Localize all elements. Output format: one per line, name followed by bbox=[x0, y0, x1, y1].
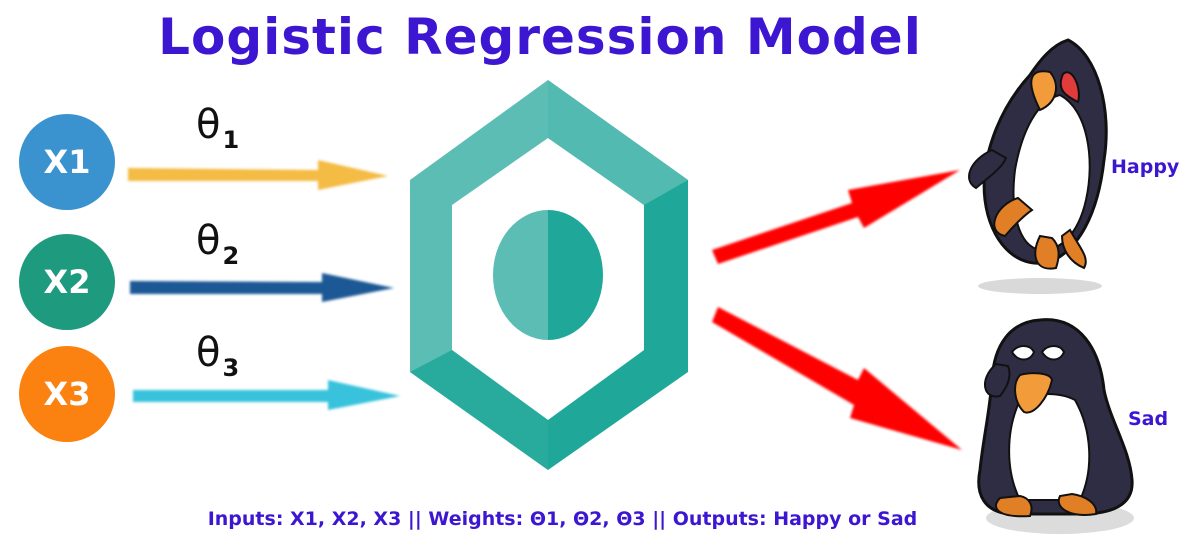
weight-symbol: θ bbox=[196, 102, 221, 148]
output-arrow-sad bbox=[712, 307, 962, 450]
input-node-x1: X1 bbox=[19, 114, 115, 210]
sad-penguin-icon bbox=[977, 318, 1134, 534]
input-node-x3: X3 bbox=[19, 346, 115, 442]
weight-label-2: θ2 bbox=[196, 218, 239, 270]
page-title: Logistic Regression Model bbox=[158, 8, 922, 66]
weight-label-3: θ3 bbox=[196, 330, 239, 382]
weight-subscript: 3 bbox=[222, 354, 240, 382]
weight-symbol: θ bbox=[196, 330, 221, 376]
hexagon-neuron-icon bbox=[410, 80, 688, 470]
weight-subscript: 2 bbox=[222, 242, 240, 270]
input-node-x2: X2 bbox=[19, 234, 115, 330]
output-label-happy: Happy bbox=[1111, 156, 1180, 178]
weight-subscript: 1 bbox=[222, 126, 240, 154]
happy-penguin-icon bbox=[968, 38, 1108, 294]
weight-arrow-3 bbox=[133, 380, 400, 410]
caption: Inputs: X1, X2, X3 || Weights: Θ1, Θ2, Θ… bbox=[207, 508, 918, 530]
weight-symbol: θ bbox=[196, 218, 221, 264]
weight-arrow-1 bbox=[128, 160, 388, 190]
weight-arrow-2 bbox=[130, 273, 394, 302]
output-arrow-happy bbox=[712, 170, 960, 264]
weight-label-1: θ1 bbox=[196, 102, 239, 154]
output-label-sad: Sad bbox=[1128, 408, 1169, 430]
